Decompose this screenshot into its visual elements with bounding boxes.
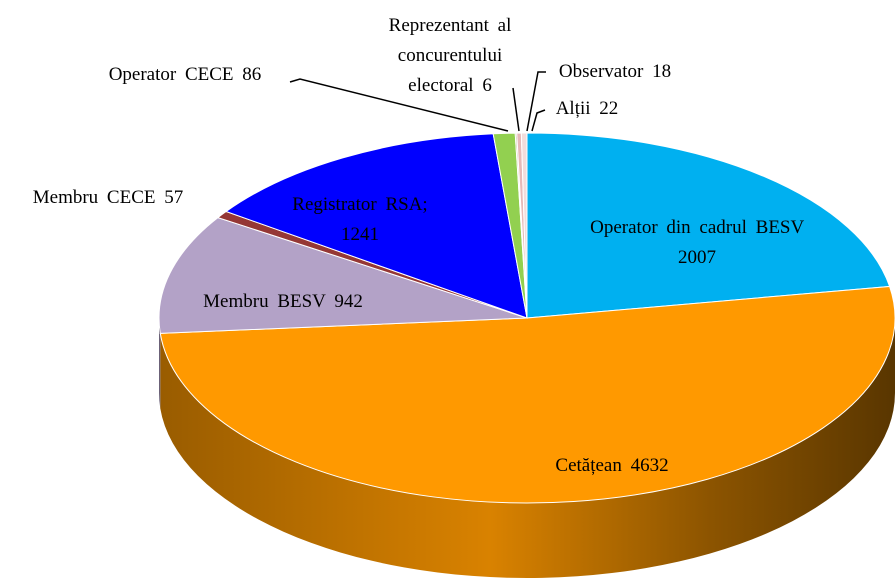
- slice-label: Membru BESV 942: [133, 287, 433, 317]
- slice-name: Alții: [555, 98, 591, 119]
- slice-value: 22: [599, 98, 619, 119]
- slice-label: Reprezentant al concurentului electoral …: [363, 11, 538, 101]
- slice-name: Membru CECE: [32, 187, 156, 208]
- slice-value: 1241: [341, 224, 379, 245]
- slice-value: 942: [334, 291, 363, 312]
- pie-side: [160, 318, 895, 578]
- slice-value: 57: [164, 187, 184, 208]
- slice-label: Registrator RSA; 1241: [285, 190, 435, 250]
- slice-label: Operator CECE 86: [65, 60, 305, 90]
- slice-label: Operator din cadrul BESV 2007: [582, 213, 812, 273]
- leader-line: [526, 71, 546, 132]
- slice-value: 18: [652, 61, 672, 82]
- leader-line: [531, 109, 546, 132]
- pie-slice: [520, 132, 528, 319]
- leader-line: [289, 78, 509, 132]
- slice-value: 86: [242, 64, 262, 85]
- pie-slice: [159, 285, 896, 504]
- pie-side: [159, 318, 161, 409]
- slice-label: Observator 18: [535, 57, 695, 87]
- slice-name: Operator din cadrul BESV: [590, 217, 804, 238]
- leader-line: [512, 87, 520, 132]
- slice-name: Cetățean: [555, 455, 622, 476]
- slice-name: Reprezentant al concurentului electoral: [388, 15, 512, 96]
- slice-name: Observator: [558, 61, 644, 82]
- slice-value: 2007: [678, 247, 716, 268]
- slice-name: Operator CECE: [108, 64, 234, 85]
- pie-slice: [158, 217, 528, 334]
- slice-label: Alții 22: [527, 94, 647, 124]
- slice-value: 6: [482, 75, 492, 96]
- slice-label: Membru CECE 57: [0, 183, 223, 213]
- slice-label: Cetățean 4632: [462, 451, 762, 481]
- slice-name: Registrator RSA;: [292, 194, 428, 215]
- slice-name: Membru BESV: [203, 291, 326, 312]
- pie-slice: [225, 133, 528, 319]
- pie-slice: [526, 132, 891, 319]
- slice-value: 4632: [630, 455, 669, 476]
